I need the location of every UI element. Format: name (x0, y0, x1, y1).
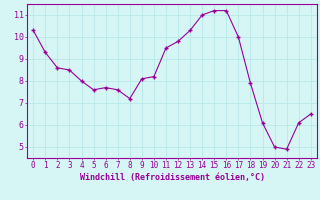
X-axis label: Windchill (Refroidissement éolien,°C): Windchill (Refroidissement éolien,°C) (79, 173, 265, 182)
